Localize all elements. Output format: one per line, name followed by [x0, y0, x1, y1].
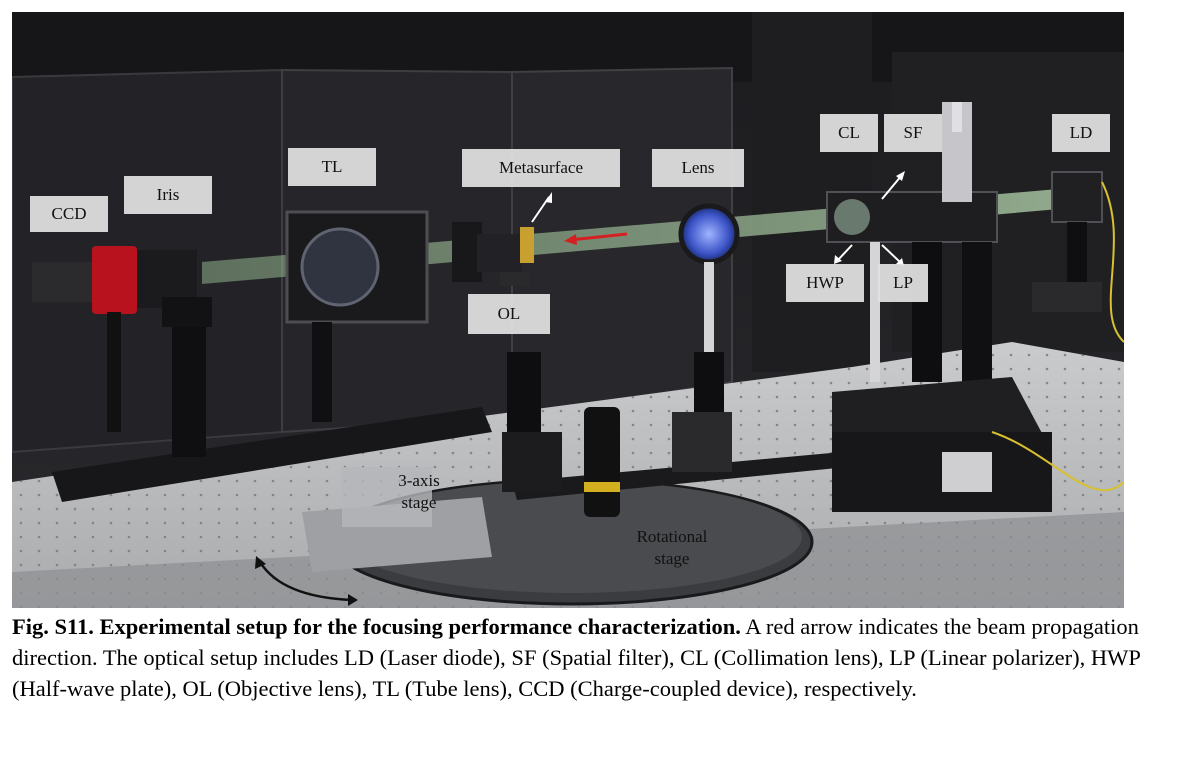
label-ol: OL	[468, 294, 550, 334]
setup-photo: CCD Iris TL Metasurface Lens CL SF LD HW…	[12, 12, 1124, 608]
lens-mount	[672, 203, 740, 472]
label-3axis-stage: 3-axis stage	[384, 470, 454, 514]
three-axis-stage	[302, 467, 492, 572]
label-hwp: HWP	[786, 264, 864, 302]
laser-controller	[832, 377, 1052, 512]
metasurface-holder	[477, 227, 562, 492]
objective-canister	[584, 407, 620, 517]
caption-title: Fig. S11. Experimental setup for the foc…	[12, 614, 741, 639]
laser-diode-mount	[1032, 171, 1103, 312]
label-rotational-stage: Rotational stage	[622, 526, 722, 570]
rotation-arrow	[258, 561, 353, 602]
label-cl: CL	[820, 114, 878, 152]
optical-fiber	[1101, 181, 1124, 343]
label-iris: Iris	[124, 176, 212, 214]
caption-body: A red arrow indicates the beam propagati…	[12, 614, 1141, 701]
label-metasurface: Metasurface	[462, 149, 620, 187]
label-lens: Lens	[652, 149, 744, 187]
label-tl: TL	[288, 148, 376, 186]
figure-caption: Fig. S11. Experimental setup for the foc…	[12, 611, 1197, 704]
label-3axis-stage-line1: 3-axis	[398, 471, 440, 490]
label-sf: SF	[884, 114, 942, 152]
label-lp: LP	[878, 264, 928, 302]
optical-rail	[52, 407, 492, 502]
label-ccd: CCD	[30, 196, 108, 232]
setup-photo-drawing	[12, 12, 1124, 608]
iris-mount	[162, 297, 212, 457]
label-rotational-stage-line1: Rotational	[636, 527, 708, 546]
label-rotational-stage-line2: stage	[654, 549, 690, 568]
label-3axis-stage-line2: stage	[401, 493, 437, 512]
collimation-spatial-filter-assembly	[826, 102, 998, 392]
label-ld: LD	[1052, 114, 1110, 152]
propagation-arrow	[569, 232, 628, 242]
